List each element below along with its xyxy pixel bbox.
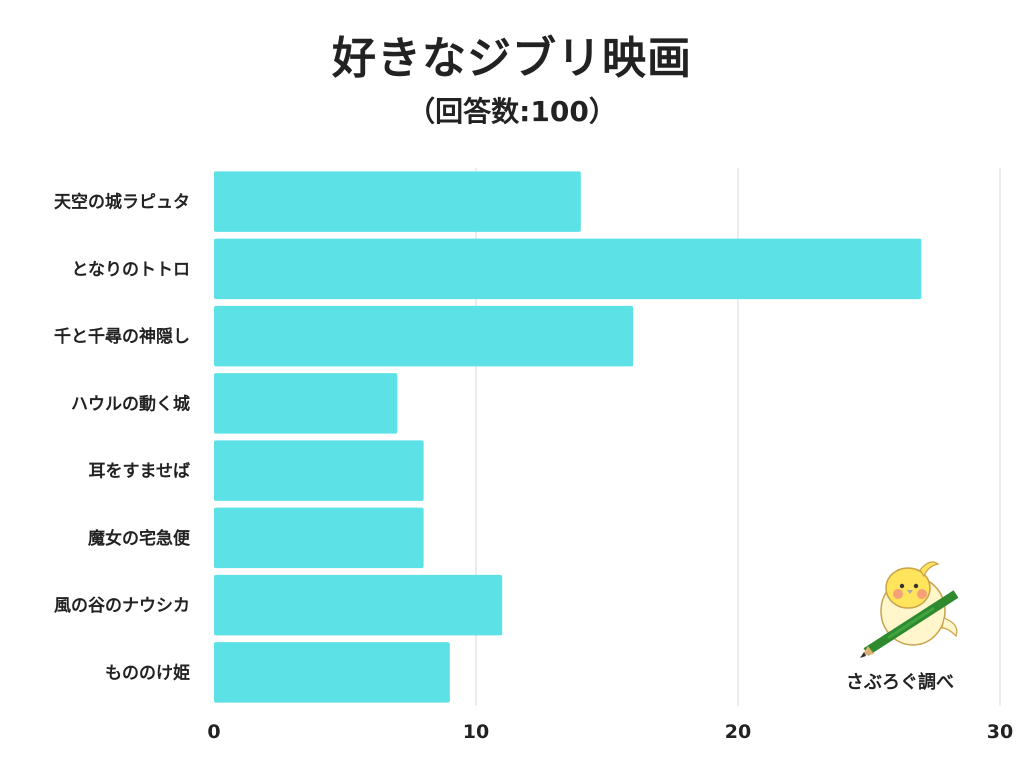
- credit-text: さぶろぐ調べ: [846, 672, 954, 693]
- bar: [214, 238, 922, 300]
- bar: [214, 642, 450, 703]
- bar: [214, 574, 503, 636]
- category-label: 風の谷のナウシカ: [54, 596, 190, 616]
- x-tick-label: 20: [725, 721, 751, 743]
- bird-mascot-icon: [860, 561, 959, 658]
- category-label: もののけ姫: [105, 662, 190, 683]
- bar: [214, 305, 634, 367]
- category-label: 天空の城ラピュタ: [54, 192, 190, 213]
- bar: [214, 440, 424, 501]
- category-label: 魔女の宅急便: [88, 528, 191, 549]
- x-tick-label: 10: [463, 721, 489, 743]
- category-label: 耳をすませば: [89, 462, 191, 482]
- bar: [214, 373, 398, 434]
- chart-subtitle: （回答数:100）: [407, 95, 617, 128]
- category-label: となりのトトロ: [72, 260, 191, 280]
- bar: [214, 507, 424, 569]
- x-tick-label: 30: [987, 721, 1013, 743]
- x-tick-label: 0: [207, 721, 220, 743]
- chart-title: 好きなジブリ映画: [332, 33, 692, 84]
- category-label: ハウルの動く城: [71, 393, 190, 414]
- category-label: 千と千尋の神隠し: [54, 326, 190, 347]
- bar: [214, 171, 581, 232]
